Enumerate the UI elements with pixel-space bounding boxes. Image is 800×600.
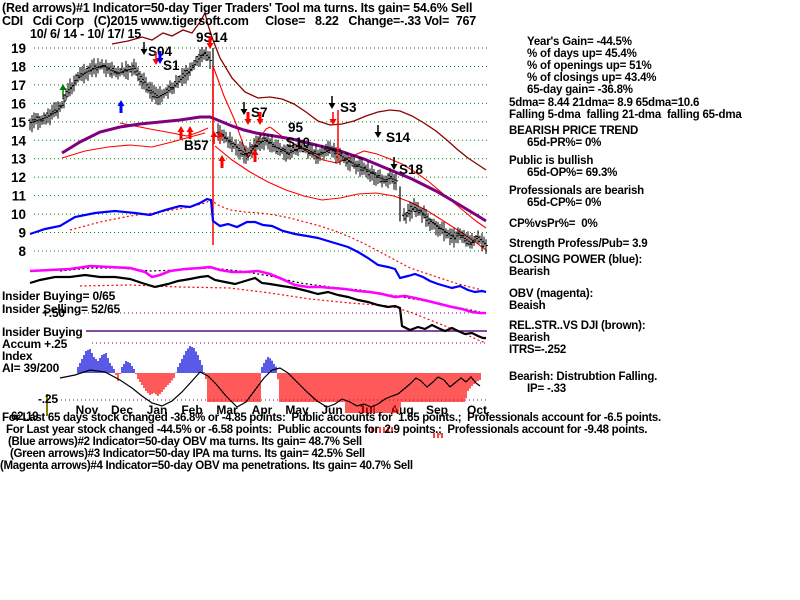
stats-line: 65d-OP%= 69.3% [527, 167, 618, 179]
svg-text:Feb: Feb [181, 403, 202, 417]
svg-text:13: 13 [11, 152, 27, 167]
stats-line: 65d-CP%= 0% [527, 197, 602, 209]
stats-line: Bearish: Distrubtion Falling. [509, 371, 658, 383]
stats-line: Bearish [509, 332, 550, 344]
svg-text:9S14: 9S14 [196, 30, 228, 45]
header-date-range: 10/ 6/ 14 - 10/ 17/ 15 [30, 27, 141, 41]
footer-overlay-artifact: 62.19 [11, 411, 39, 423]
upper-band-line [111, 11, 487, 171]
stats-line: Public is bullish [509, 155, 594, 167]
footer-line: For Last 65 days stock changed -36.8% or… [2, 412, 661, 424]
svg-text:8: 8 [18, 244, 26, 259]
svg-text:18: 18 [11, 59, 27, 74]
svg-text:16: 16 [11, 96, 27, 111]
rel-str-line [29, 273, 486, 340]
closing-power-line [29, 197, 487, 294]
svg-text:B57: B57 [184, 138, 209, 153]
insider-line: +.50 [42, 306, 65, 320]
svg-text:9: 9 [18, 226, 26, 241]
svg-text:14: 14 [11, 133, 27, 148]
stats-line: REL.STR..VS DJI (brown): [509, 320, 646, 332]
stats-line: Beaish [509, 300, 546, 312]
stats-line: 65-day gain= -36.8% [527, 84, 633, 96]
stats-line: Bearish [509, 266, 550, 278]
svg-text:Nov: Nov [76, 403, 99, 417]
svg-text:S14: S14 [386, 130, 411, 145]
stats-line: Professionals are bearish [509, 185, 644, 197]
misc-marks [46, 394, 443, 438]
svg-text:12: 12 [11, 170, 26, 185]
svg-text:95: 95 [288, 120, 304, 135]
footer-line: (Magenta arrows)#4 Indicator=50-day OBV … [0, 460, 413, 472]
stats-line: CLOSING POWER (blue): [509, 254, 643, 266]
footer-line: (Blue arrows)#2 Indicator=50-day OBV ma … [8, 436, 362, 448]
signal-annotations: 9S14S04S1B5795S10S7S3S14S18 [59, 30, 424, 177]
rel-str-ma-line [79, 284, 487, 344]
insider-ref-lines [57, 312, 487, 401]
stats-line: % of openings up= 51% [527, 60, 652, 72]
stats-line: Strength Profess/Pub= 3.9 [509, 238, 648, 250]
svg-text:10: 10 [11, 207, 26, 222]
svg-text:May: May [285, 403, 309, 417]
footer-line: For Last year stock changed -44.5% or -6… [6, 424, 648, 436]
header-symbol-line: CDI Cdi Corp (C)2015 www.tigersoft.com C… [2, 14, 476, 28]
stats-line: % of days up= 45.4% [527, 48, 637, 60]
insider-line: Index [2, 349, 33, 363]
stats-line: ITRS=-.252 [509, 344, 567, 356]
ma50-line [61, 115, 487, 223]
svg-text:17: 17 [11, 78, 26, 93]
obv-line [29, 264, 486, 315]
insider-line: -.25 [38, 392, 58, 406]
stats-line: CP%vsPr%= 0% [509, 218, 598, 230]
svg-text:11: 11 [12, 189, 27, 204]
svg-text:Dec: Dec [111, 403, 133, 417]
insider-line: Insider Selling= 52/65 [2, 302, 120, 316]
stats-line: Falling 5-dma falling 21-dma falling 65-… [509, 109, 742, 121]
svg-text:19: 19 [11, 41, 26, 56]
stats-line: Year's Gain= -44.5% [527, 36, 632, 48]
svg-text:Oct: Oct [467, 403, 487, 417]
price-gridlines: 19 18 17 16 15 14 13 12 11 10 9 8 [11, 41, 487, 259]
svg-text:S1: S1 [163, 58, 180, 73]
stats-line: 65d-PR%= 0% [527, 137, 602, 149]
obv-ma-line [59, 267, 481, 313]
ai-ma-line [59, 367, 481, 408]
svg-text:Mar: Mar [216, 403, 238, 417]
svg-text:Sep: Sep [426, 403, 448, 417]
svg-text:S18: S18 [399, 162, 424, 177]
stats-line: IP= -.33 [527, 383, 566, 395]
stats-line: % of closings up= 43.4% [527, 72, 657, 84]
svg-text:S10: S10 [286, 135, 310, 150]
insider-line: AI= 39/200 [2, 361, 60, 375]
footer-line: (Green arrows)#3 Indicator=50-day IPA ma… [10, 448, 365, 460]
stats-line: 5dma= 8.44 21dma= 8.9 65dma=10.6 [509, 97, 700, 109]
svg-text:S3: S3 [340, 100, 357, 115]
stats-line: OBV (magenta): [509, 288, 594, 300]
insider-line: Accum +.25 [2, 337, 68, 351]
insider-line: Insider Buying= 0/65 [2, 289, 116, 303]
stats-line: BEARISH PRICE TREND [509, 125, 639, 137]
ai-histogram [77, 346, 481, 413]
header-indicator-line: (Red arrows)#1 Indicator=50-day Tiger Tr… [2, 1, 473, 15]
insider-line: Insider Buying [2, 325, 83, 339]
svg-text:15: 15 [11, 115, 27, 130]
svg-text:Apr: Apr [252, 403, 273, 417]
closing-power-ma-line [69, 199, 483, 291]
